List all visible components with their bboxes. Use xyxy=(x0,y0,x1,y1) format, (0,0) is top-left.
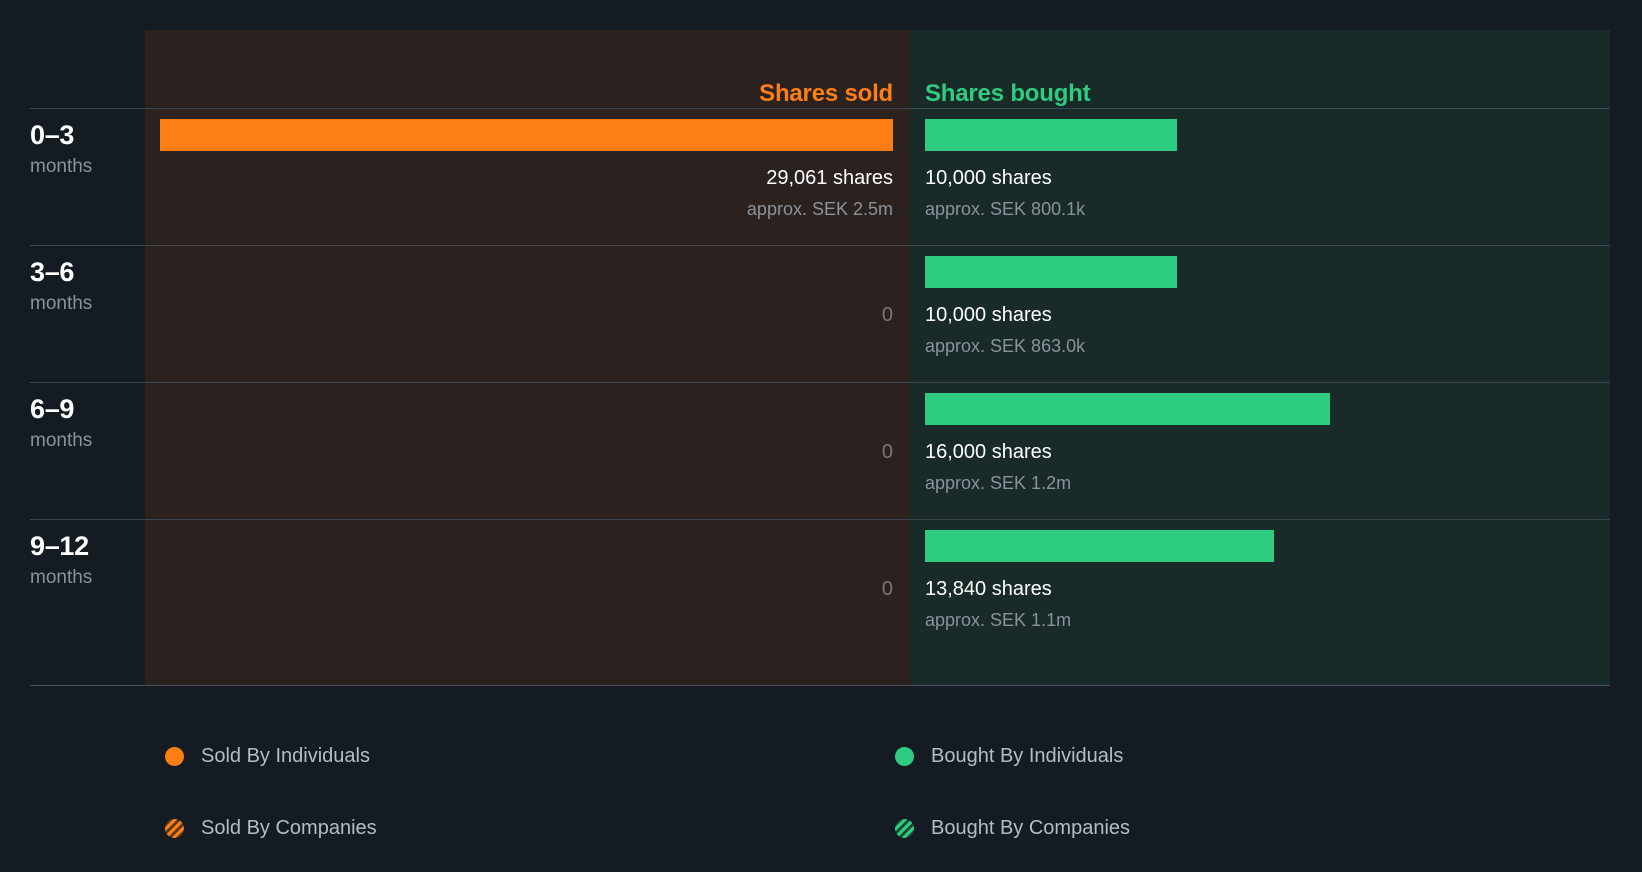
sold-zero-value: 0 xyxy=(881,441,893,463)
table-row: 0–3 months 29,061 shares approx. SEK 2.5… xyxy=(0,108,1642,245)
solid-circle-icon xyxy=(895,747,914,766)
bought-shares-value: 10,000 shares xyxy=(925,304,1052,326)
bought-approx-value: approx. SEK 1.1m xyxy=(925,610,1072,630)
bar-bought-3-6-months[interactable] xyxy=(925,256,1177,288)
row-period: 0–3 xyxy=(30,120,75,150)
bar-bought-9-12-months[interactable] xyxy=(925,530,1274,562)
legend-item-bought-by-companies[interactable]: Bought By Companies xyxy=(895,817,1130,840)
values-sold-6-9-months: 0 xyxy=(145,439,893,466)
bought-shares-value: 13,840 shares xyxy=(925,578,1052,600)
bought-shares-value: 16,000 shares xyxy=(925,441,1052,463)
bar-sold-0-3-months[interactable] xyxy=(160,119,893,151)
sold-zero-value: 0 xyxy=(881,304,893,326)
bar-bought-6-9-months[interactable] xyxy=(925,393,1330,425)
legend-label: Bought By Companies xyxy=(931,817,1131,839)
hatched-circle-icon xyxy=(165,819,184,838)
row-divider xyxy=(30,382,1610,383)
sold-approx-value: approx. SEK 2.5m xyxy=(746,199,893,219)
column-header-row: Shares sold Shares bought xyxy=(0,30,1642,108)
row-period: 9–12 xyxy=(30,531,89,561)
row-label-3-6-months: 3–6 months xyxy=(30,257,140,317)
values-bought-9-12-months: 13,840 shares approx. SEK 1.1m xyxy=(925,576,1595,633)
shares-bought-header: Shares bought xyxy=(925,80,1091,107)
sold-shares-value: 29,061 shares xyxy=(766,167,893,189)
values-bought-3-6-months: 10,000 shares approx. SEK 863.0k xyxy=(925,302,1595,359)
row-label-9-12-months: 9–12 months xyxy=(30,531,140,591)
hatched-circle-icon xyxy=(895,819,914,838)
legend-item-sold-by-companies[interactable]: Sold By Companies xyxy=(165,817,377,840)
values-bought-0-3-months: 10,000 shares approx. SEK 800.1k xyxy=(925,165,1595,222)
legend-label: Sold By Companies xyxy=(201,817,377,839)
bar-bought-0-3-months[interactable] xyxy=(925,119,1177,151)
row-divider xyxy=(30,519,1610,520)
table-row: 9–12 months 0 13,840 shares approx. SEK … xyxy=(0,519,1642,656)
legend-item-bought-by-individuals[interactable]: Bought By Individuals xyxy=(895,745,1123,768)
solid-circle-icon xyxy=(165,747,184,766)
bought-shares-value: 10,000 shares xyxy=(925,167,1052,189)
bought-approx-value: approx. SEK 800.1k xyxy=(925,199,1086,219)
chart-bottom-divider xyxy=(30,685,1610,686)
legend-label: Sold By Individuals xyxy=(201,745,370,767)
bought-approx-value: approx. SEK 1.2m xyxy=(925,473,1072,493)
values-sold-9-12-months: 0 xyxy=(145,576,893,603)
row-unit: months xyxy=(30,567,93,588)
bought-approx-value: approx. SEK 863.0k xyxy=(925,336,1086,356)
row-unit: months xyxy=(30,430,93,451)
legend-item-sold-by-individuals[interactable]: Sold By Individuals xyxy=(165,745,370,768)
legend-label: Bought By Individuals xyxy=(931,745,1124,767)
row-label-0-3-months: 0–3 months xyxy=(30,120,140,180)
table-row: 6–9 months 0 16,000 shares approx. SEK 1… xyxy=(0,382,1642,519)
row-period: 3–6 xyxy=(30,257,75,287)
shares-sold-header: Shares sold xyxy=(759,80,893,107)
table-row: 3–6 months 0 10,000 shares approx. SEK 8… xyxy=(0,245,1642,382)
row-unit: months xyxy=(30,293,93,314)
row-divider xyxy=(30,245,1610,246)
row-period: 6–9 xyxy=(30,394,75,424)
values-sold-0-3-months: 29,061 shares approx. SEK 2.5m xyxy=(145,165,893,222)
row-unit: months xyxy=(30,156,93,177)
values-bought-6-9-months: 16,000 shares approx. SEK 1.2m xyxy=(925,439,1595,496)
values-sold-3-6-months: 0 xyxy=(145,302,893,329)
sold-zero-value: 0 xyxy=(881,578,893,600)
header-divider xyxy=(30,108,1610,109)
row-label-6-9-months: 6–9 months xyxy=(30,394,140,454)
